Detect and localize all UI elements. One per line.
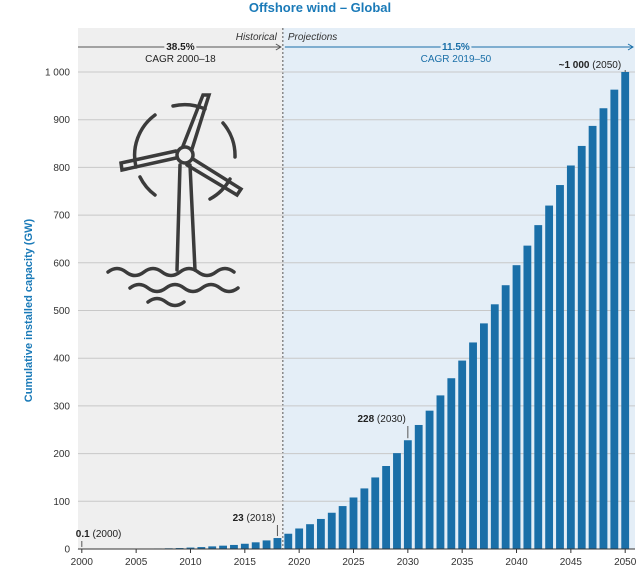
y-tick-label: 0 xyxy=(64,545,70,556)
bar xyxy=(382,466,391,549)
cagr-hist-arrow-head xyxy=(275,43,282,51)
bar xyxy=(284,533,293,549)
bar xyxy=(556,185,564,549)
bar xyxy=(534,225,543,549)
y-tick-label: 1 000 xyxy=(45,68,70,79)
bar xyxy=(393,453,401,549)
x-tick-label: 2050 xyxy=(614,557,637,568)
bar xyxy=(403,440,412,549)
bar xyxy=(610,89,619,550)
bar xyxy=(349,497,358,549)
wind-turbine-icon xyxy=(106,93,244,308)
annotation-year: (2000) xyxy=(92,529,121,540)
y-tick-label: 600 xyxy=(53,258,70,269)
annotation-year: (2030) xyxy=(377,414,406,425)
x-tick-label: 2015 xyxy=(234,557,257,568)
rotation-arc xyxy=(138,175,157,197)
x-tick-label: 2010 xyxy=(179,557,202,568)
blade xyxy=(119,149,178,173)
x-tick-label: 2000 xyxy=(71,557,94,568)
annotation: 23 (2018) xyxy=(233,513,276,524)
y-tick-label: 900 xyxy=(53,115,70,126)
bar xyxy=(599,108,608,549)
bar xyxy=(338,506,347,549)
chart-title: Offshore wind – Global xyxy=(248,0,392,15)
annotation: ~1 000 (2050) xyxy=(559,60,622,71)
x-tick-label: 2030 xyxy=(397,557,420,568)
bar xyxy=(469,342,477,549)
y-tick-label: 400 xyxy=(53,354,70,365)
wave xyxy=(106,266,236,278)
bar xyxy=(306,524,314,549)
bar xyxy=(197,547,206,549)
y-tick-label: 300 xyxy=(53,401,70,412)
y-tick-label: 500 xyxy=(53,306,70,317)
bar xyxy=(371,477,380,549)
bar xyxy=(316,518,325,549)
bar xyxy=(262,540,271,549)
bar xyxy=(621,72,630,549)
bar xyxy=(566,165,575,549)
annotation-value: 0.1 xyxy=(76,529,93,540)
annotation-year: (2018) xyxy=(247,513,276,524)
bar xyxy=(577,145,586,549)
cagr-proj-value: 11.5% xyxy=(442,42,470,53)
annotation: 0.1 (2000) xyxy=(76,529,122,540)
bar xyxy=(458,360,467,549)
bar xyxy=(186,547,195,549)
bar xyxy=(512,265,521,549)
y-tick-label: 800 xyxy=(53,163,70,174)
blade xyxy=(185,157,244,198)
tower xyxy=(175,163,197,272)
bar xyxy=(480,323,488,549)
hub xyxy=(175,145,195,165)
bar xyxy=(414,424,423,549)
bar xyxy=(545,205,554,549)
y-axis-label: Cumulative installed capacity (GW) xyxy=(23,218,35,402)
annotation-year: (2050) xyxy=(592,60,621,71)
blade xyxy=(181,93,212,151)
bar xyxy=(523,245,532,550)
bar xyxy=(327,512,336,549)
bar xyxy=(251,542,260,549)
annotation-value: 228 xyxy=(357,414,376,425)
annotation-value: ~1 000 xyxy=(559,60,593,71)
bar xyxy=(425,410,434,549)
annotation-value: 23 xyxy=(233,513,247,524)
bar xyxy=(230,544,238,549)
bar xyxy=(360,488,369,549)
bar xyxy=(436,395,445,549)
cagr-hist-label: CAGR 2000–18 xyxy=(145,54,216,65)
x-tick-label: 2020 xyxy=(288,557,311,568)
cagr-proj-label: CAGR 2019–50 xyxy=(421,54,492,65)
bar xyxy=(447,378,456,549)
annotation: 228 (2030) xyxy=(357,414,405,425)
bar xyxy=(588,125,597,549)
bar xyxy=(273,538,282,549)
bar xyxy=(208,546,217,549)
y-tick-label: 700 xyxy=(53,211,70,222)
bar xyxy=(501,285,510,549)
bar xyxy=(240,543,249,549)
cagr-hist-value: 38.5% xyxy=(166,42,194,53)
x-tick-label: 2035 xyxy=(451,557,474,568)
x-tick-label: 2045 xyxy=(560,557,583,568)
y-tick-label: 200 xyxy=(53,449,70,460)
y-tick-label: 100 xyxy=(53,497,70,508)
x-tick-label: 2005 xyxy=(125,557,148,568)
bar xyxy=(219,545,227,549)
x-tick-label: 2040 xyxy=(505,557,528,568)
cagr-proj-arrow-head xyxy=(627,43,634,51)
projections-label: Projections xyxy=(288,32,337,43)
wave xyxy=(128,282,240,294)
bar xyxy=(490,304,499,549)
historical-region xyxy=(78,28,283,549)
rotation-arc xyxy=(221,121,237,159)
bar xyxy=(295,528,304,549)
wave xyxy=(146,296,186,308)
historical-label: Historical xyxy=(236,32,278,43)
x-tick-label: 2025 xyxy=(342,557,365,568)
